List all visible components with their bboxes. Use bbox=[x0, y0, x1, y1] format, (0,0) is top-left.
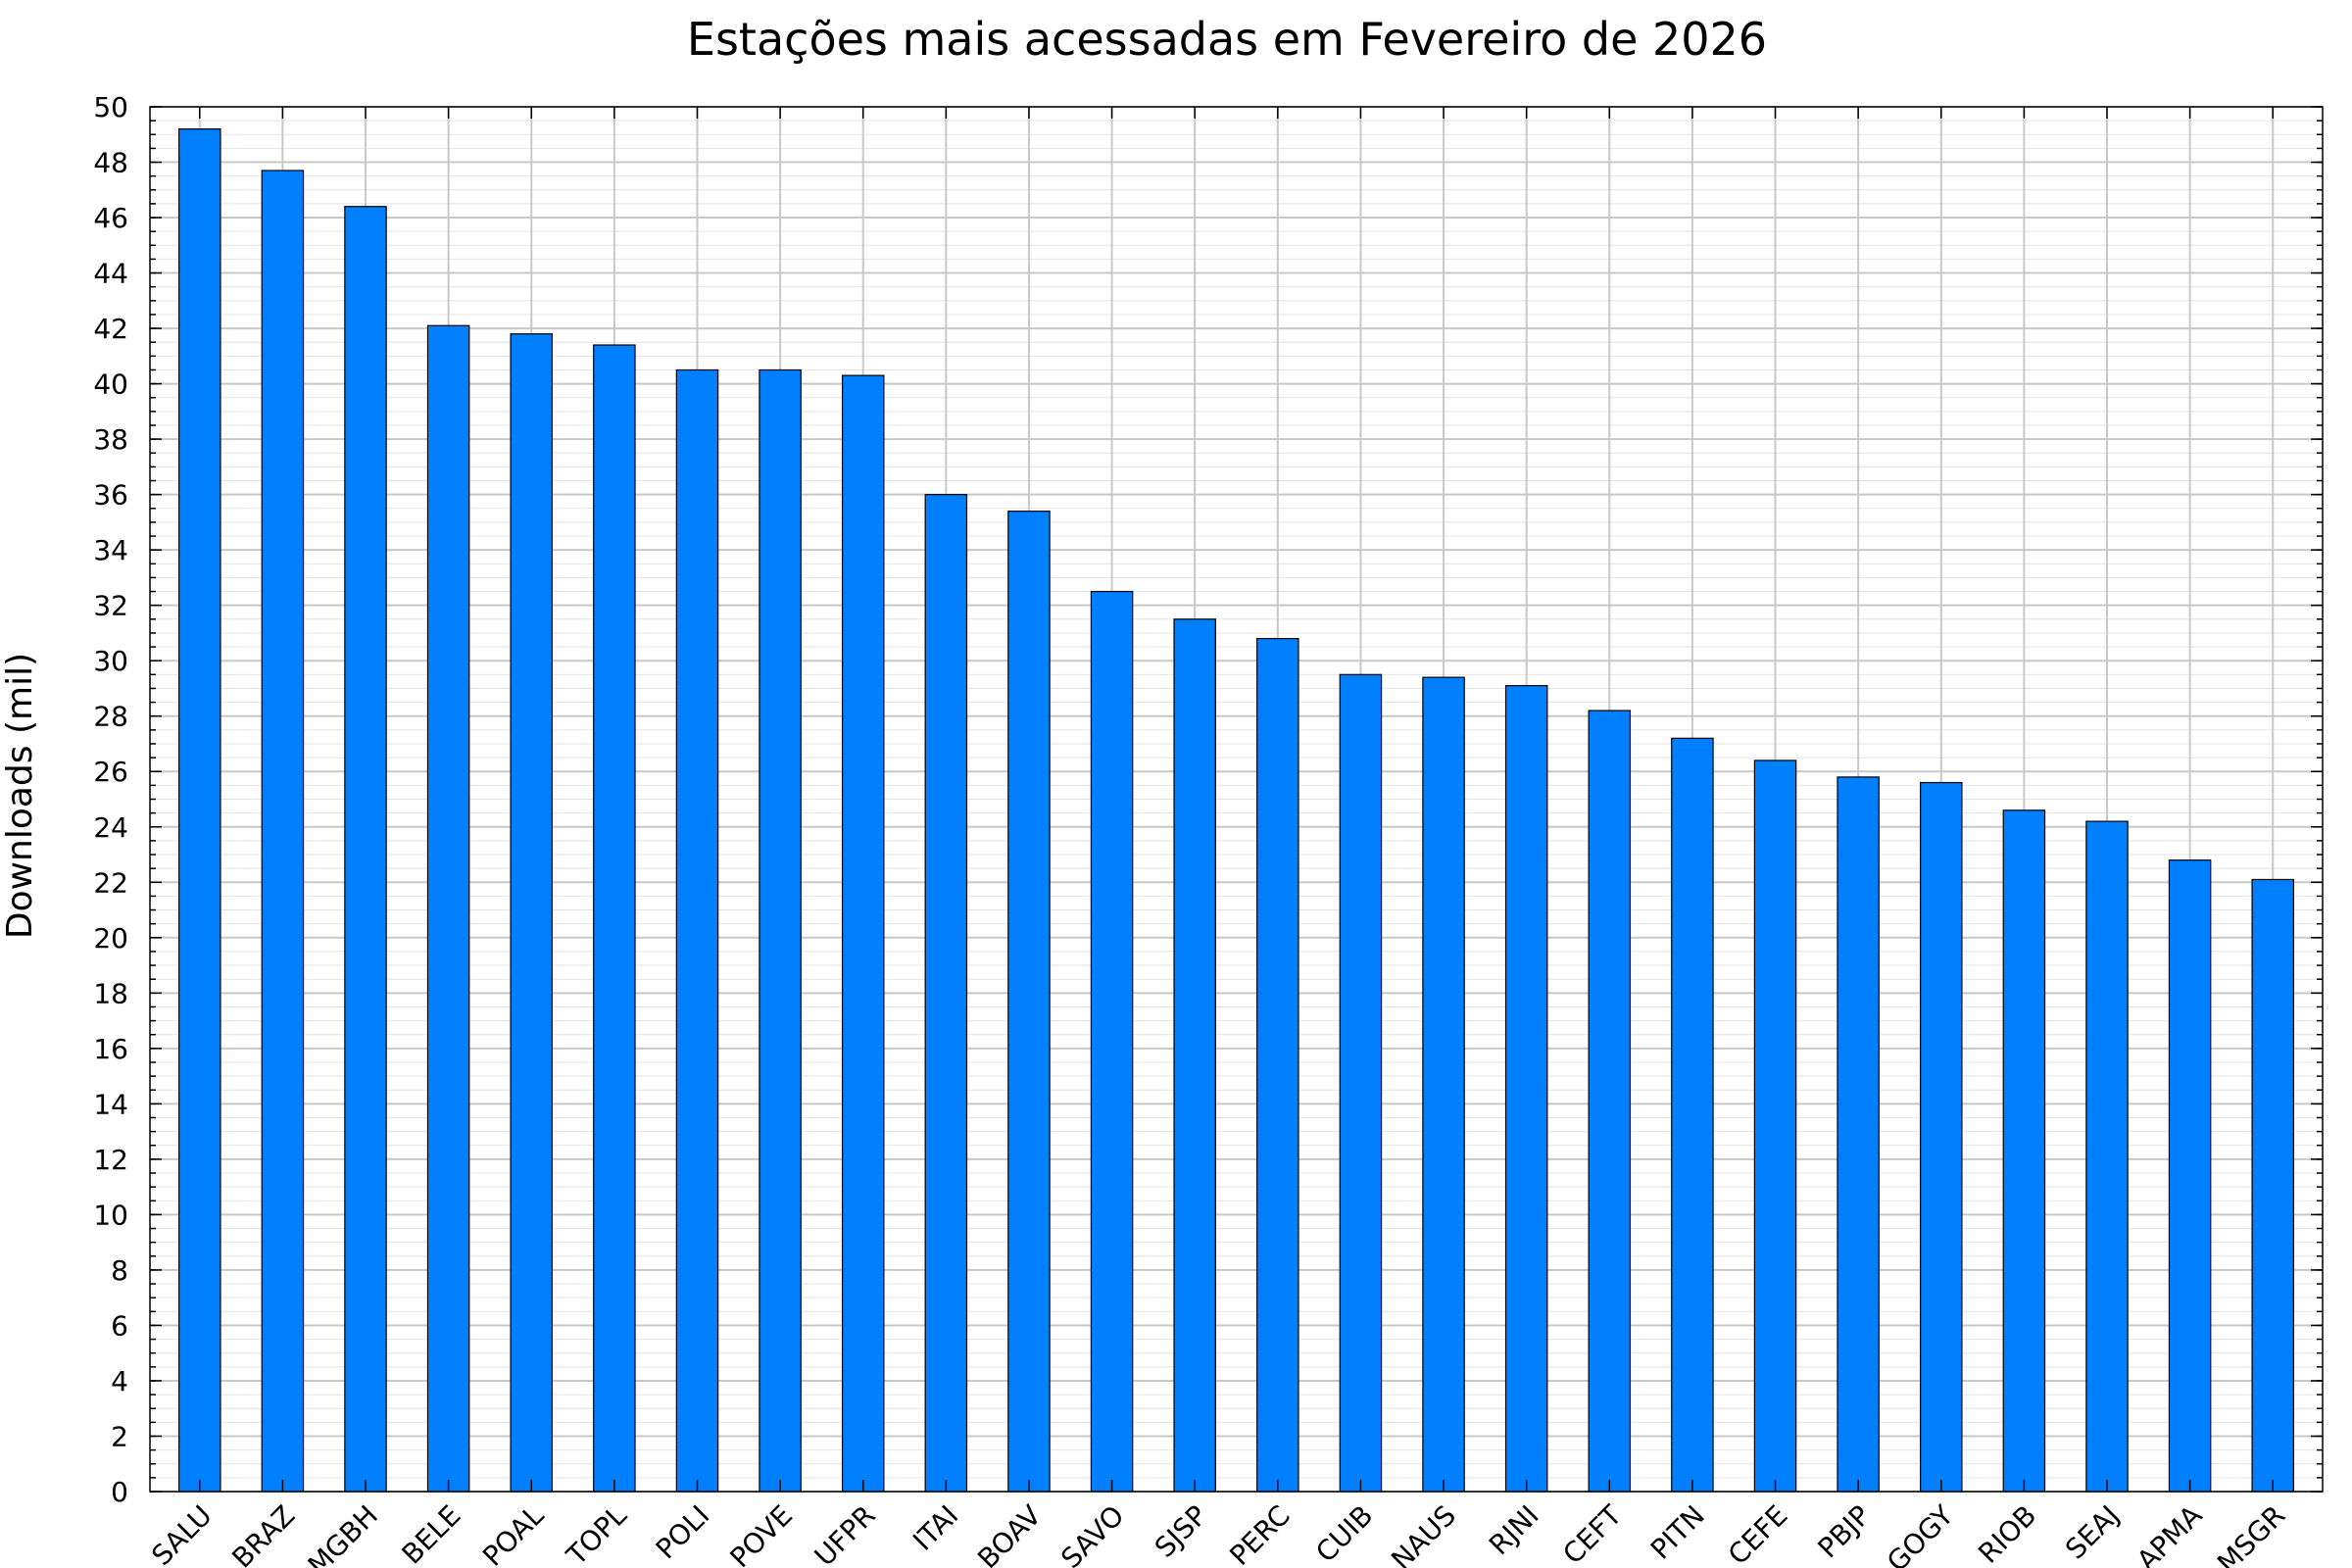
x-tick-label: PITN bbox=[1644, 1499, 1711, 1566]
bar-rjni bbox=[1504, 685, 1548, 1493]
x-tick-label: BRAZ bbox=[225, 1499, 301, 1568]
x-tick-label: POVE bbox=[723, 1499, 799, 1568]
bar-itai bbox=[924, 494, 968, 1493]
y-tick-label: 38 bbox=[93, 423, 128, 456]
bar-cefe bbox=[1753, 760, 1797, 1493]
bar-poal bbox=[510, 333, 553, 1493]
bar-topl bbox=[593, 344, 636, 1493]
x-tick-label: PBJP bbox=[1811, 1499, 1877, 1565]
y-tick-label: 26 bbox=[93, 756, 128, 788]
x-tick-label: SAVO bbox=[1054, 1499, 1130, 1568]
x-tick-label: BELE bbox=[396, 1499, 467, 1568]
y-tick-label: 6 bbox=[111, 1309, 128, 1342]
y-tick-label: 34 bbox=[93, 534, 128, 566]
y-tick-label: 12 bbox=[93, 1144, 128, 1176]
bar-seaj bbox=[2085, 820, 2129, 1493]
x-tick-label: SALU bbox=[145, 1499, 218, 1568]
y-tick-label: 28 bbox=[93, 701, 128, 733]
y-tick-label: 40 bbox=[93, 368, 128, 401]
bar-pove bbox=[759, 368, 802, 1493]
x-tick-label: NAUS bbox=[1385, 1499, 1462, 1568]
y-tick-label: 42 bbox=[93, 313, 128, 345]
y-tick-label: 20 bbox=[93, 922, 128, 955]
x-tick-label: GOGY bbox=[1881, 1498, 1960, 1568]
y-tick-label: 46 bbox=[93, 202, 128, 234]
bar-gogy bbox=[1920, 781, 1963, 1493]
y-tick-label: 8 bbox=[111, 1254, 128, 1287]
bar-sjsp bbox=[1173, 618, 1216, 1493]
y-tick-label: 2 bbox=[111, 1420, 128, 1452]
x-tick-label: CUIB bbox=[1309, 1499, 1379, 1568]
x-tick-label: SEAJ bbox=[2059, 1499, 2126, 1566]
bar-perc bbox=[1256, 637, 1299, 1493]
x-tick-label: TOPL bbox=[560, 1498, 633, 1568]
bar-apma bbox=[2168, 859, 2212, 1493]
y-tick-label: 22 bbox=[93, 866, 128, 899]
y-tick-label: 50 bbox=[93, 91, 128, 123]
bar-salu bbox=[178, 128, 221, 1493]
bar-ufpr bbox=[841, 374, 885, 1493]
bar-msgr bbox=[2251, 878, 2294, 1493]
bar-poli bbox=[675, 368, 719, 1493]
bar-boav bbox=[1007, 510, 1051, 1493]
x-tick-label: CEFE bbox=[1722, 1499, 1794, 1568]
x-tick-label: POAL bbox=[476, 1498, 550, 1568]
grid bbox=[150, 106, 2323, 1493]
x-tick-label: RJNI bbox=[1483, 1499, 1545, 1562]
x-tick-label: APMA bbox=[2131, 1499, 2208, 1568]
y-tick-label: 0 bbox=[111, 1476, 128, 1508]
bars bbox=[178, 128, 2294, 1493]
bar-savo bbox=[1090, 590, 1134, 1493]
x-tick-label: MGBH bbox=[302, 1499, 384, 1568]
x-tick-label: ITAI bbox=[906, 1499, 964, 1557]
x-tick-label: RIOB bbox=[1972, 1499, 2042, 1568]
x-tick-label: POLI bbox=[650, 1499, 716, 1566]
bar-bele bbox=[426, 324, 470, 1493]
x-tick-label: BOAV bbox=[971, 1499, 1048, 1568]
y-axis-ticks: 0246810121416182022242628303234363840424… bbox=[93, 91, 2323, 1508]
y-tick-label: 24 bbox=[93, 811, 128, 844]
bar-pitn bbox=[1671, 737, 1714, 1493]
y-tick-label: 14 bbox=[93, 1088, 128, 1120]
y-tick-label: 32 bbox=[93, 590, 128, 622]
bar-pbjp bbox=[1837, 776, 1880, 1493]
bar-cuib bbox=[1339, 673, 1383, 1493]
bar-mgbh bbox=[344, 206, 387, 1493]
x-tick-label: CEFT bbox=[1556, 1498, 1628, 1568]
y-tick-label: 48 bbox=[93, 147, 128, 179]
plot-frame bbox=[149, 106, 2324, 1493]
y-tick-label: 44 bbox=[93, 258, 128, 290]
x-tick-label: PERC bbox=[1223, 1499, 1296, 1568]
bar-naus bbox=[1422, 676, 1465, 1493]
bar-braz bbox=[261, 170, 305, 1493]
x-tick-label: SJSP bbox=[1149, 1499, 1213, 1564]
y-tick-label: 10 bbox=[93, 1199, 128, 1231]
bar-ceft bbox=[1588, 710, 1632, 1493]
y-tick-label: 18 bbox=[93, 977, 128, 1009]
bar-riob bbox=[2002, 809, 2046, 1493]
x-tick-label: MSGR bbox=[2211, 1499, 2291, 1568]
y-tick-label: 36 bbox=[93, 479, 128, 512]
x-tick-label: UFPR bbox=[808, 1499, 882, 1568]
y-tick-label: 16 bbox=[93, 1033, 128, 1065]
y-tick-label: 4 bbox=[111, 1365, 128, 1397]
y-tick-label: 30 bbox=[93, 645, 128, 677]
chart-title: Estações mais acessadas em Fevereiro de … bbox=[687, 13, 1767, 66]
y-axis-label: Downloads (mil) bbox=[0, 653, 40, 939]
